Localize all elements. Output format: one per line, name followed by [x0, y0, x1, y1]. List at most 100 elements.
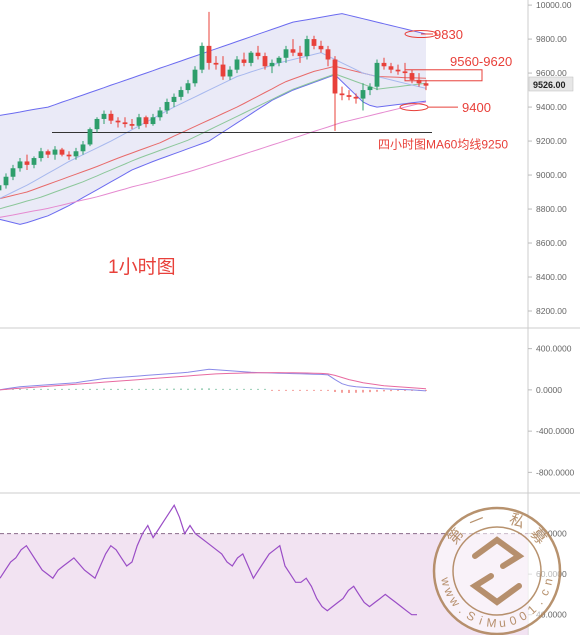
- price-tick-label: 8200.00: [536, 306, 567, 316]
- seal-url-char: .: [456, 603, 468, 616]
- candle: [59, 147, 65, 157]
- current-price-text: 9526.00: [533, 80, 566, 90]
- macd-histogram: [5, 388, 427, 393]
- candle-body: [136, 117, 142, 126]
- candle: [255, 45, 261, 60]
- annotation-label-9400: 9400: [462, 100, 491, 115]
- candle: [45, 149, 51, 159]
- price-tick-label: 9000.00: [536, 170, 567, 180]
- current-price-box: [528, 76, 574, 92]
- candle-body: [360, 90, 366, 99]
- candlestick-panel: 10000.00 9800.00 9600.00 9400.00 9200.00 9000…: [0, 0, 574, 316]
- ma-green-line: [0, 73, 427, 210]
- annotation-ellipse-9830: [404, 29, 438, 38]
- price-tick-label: 9800.00: [536, 34, 567, 44]
- rsi-tick-label: 80.0000: [536, 529, 567, 539]
- candle: [3, 173, 9, 189]
- candle: [241, 52, 247, 67]
- candle-body: [374, 62, 380, 87]
- price-tick-label: 9200.00: [536, 136, 567, 146]
- candle: [220, 56, 226, 80]
- price-tick-label: 8800.00: [536, 204, 567, 214]
- macd-axis: 400.0000 0.0000 -400.0000 -800.0000: [528, 344, 575, 477]
- price-tick-label: 9400.00: [536, 102, 567, 112]
- macd-tick-label: 0.0000: [536, 385, 562, 395]
- candle-body: [129, 124, 135, 126]
- candle-body: [94, 118, 100, 130]
- seal-url-char: u: [498, 616, 506, 631]
- candle-body: [0, 185, 2, 191]
- seal-url-char: i: [477, 614, 484, 628]
- annotations: 9830 9560-9620 9400 四小时图MA60均线9250: [378, 27, 512, 152]
- candle-body: [52, 149, 58, 155]
- candle-body: [416, 79, 422, 84]
- candle-body: [122, 122, 128, 125]
- candle: [10, 164, 16, 181]
- candle: [297, 45, 303, 63]
- seal-char: 一: [467, 511, 487, 532]
- candle: [360, 83, 366, 111]
- candle: [248, 50, 254, 67]
- candle-body: [3, 176, 9, 186]
- candle: [206, 11, 212, 70]
- candle-body: [353, 96, 359, 99]
- candle-body: [318, 45, 324, 50]
- candle: [38, 147, 44, 162]
- candle: [283, 45, 289, 63]
- candle-body: [59, 149, 65, 155]
- candle-body: [367, 86, 373, 91]
- candle: [227, 66, 233, 80]
- candle-body: [178, 90, 184, 97]
- candle-body: [395, 69, 401, 72]
- candle: [234, 56, 240, 74]
- seal-url-char: 0: [508, 613, 519, 628]
- candles: [0, 11, 429, 191]
- candle: [325, 45, 331, 67]
- candle-body: [199, 45, 205, 70]
- candle: [332, 56, 338, 131]
- candle: [178, 86, 184, 101]
- candle: [80, 141, 86, 155]
- seal-url-char: n: [540, 577, 555, 586]
- candle-body: [269, 62, 275, 67]
- candle-body: [227, 69, 233, 77]
- seal-url-char: w: [438, 575, 454, 588]
- candle-body: [73, 151, 79, 157]
- candle-body: [255, 52, 261, 57]
- rsi-tick-label: 40.0000: [536, 610, 567, 620]
- candle: [381, 57, 387, 70]
- candle: [262, 52, 268, 70]
- candle: [311, 35, 317, 50]
- candle: [143, 115, 149, 128]
- candle-body: [339, 93, 345, 96]
- candle: [276, 56, 282, 67]
- candle: [374, 59, 380, 91]
- candle-body: [45, 151, 51, 155]
- candle-body: [38, 151, 44, 159]
- candle-body: [423, 83, 429, 86]
- candle-body: [276, 57, 282, 63]
- candle: [17, 158, 23, 172]
- price-tick-label: 10000.00: [536, 0, 572, 10]
- candle: [129, 118, 135, 130]
- seal-char: 私: [507, 511, 527, 532]
- bollinger-upper-line: [0, 13, 427, 116]
- candle-body: [150, 117, 156, 125]
- seal-url-char: .: [533, 596, 546, 607]
- price-tick-label: 8600.00: [536, 238, 567, 248]
- candle-body: [10, 168, 16, 177]
- candle: [52, 146, 58, 160]
- candle: [122, 117, 128, 128]
- candle: [192, 66, 198, 87]
- candle-body: [332, 59, 338, 94]
- timeframe-label: 1小时图: [108, 256, 176, 278]
- candle: [269, 59, 275, 74]
- candle-body: [108, 113, 114, 121]
- candle: [31, 156, 37, 169]
- candle: [0, 185, 2, 191]
- candle-body: [24, 161, 30, 165]
- candle-body: [66, 154, 72, 157]
- price-tick-label: 8400.00: [536, 272, 567, 282]
- candle: [87, 127, 93, 147]
